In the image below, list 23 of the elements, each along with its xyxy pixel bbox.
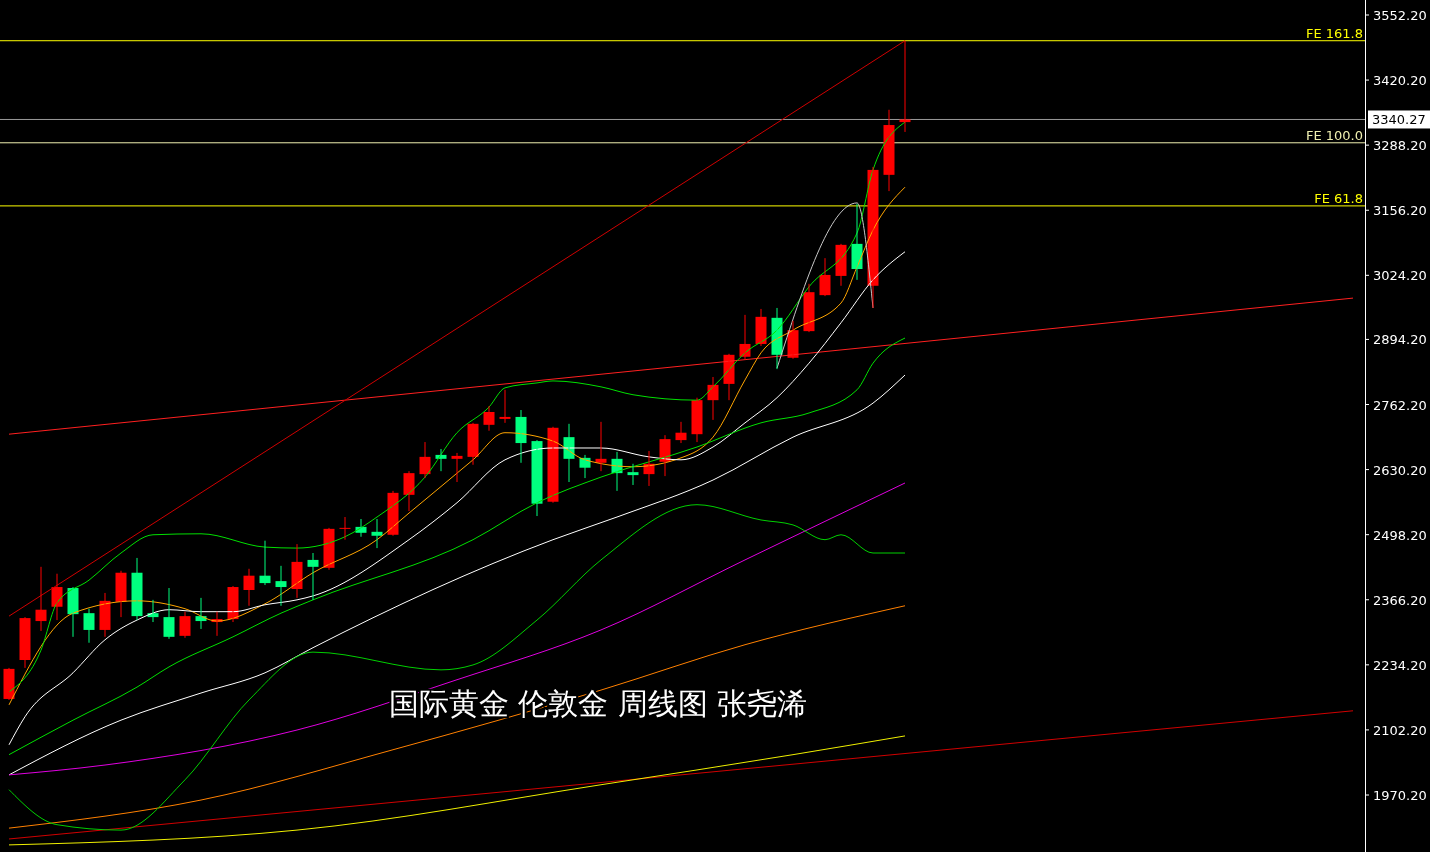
y-tick-label: 3288.20 (1373, 138, 1427, 154)
line-series (8, 504, 906, 831)
y-tick-label: 2498.20 (1373, 527, 1427, 543)
y-tick-label: 1970.20 (1373, 788, 1427, 803)
ref-line-label: FE 161.8 (1305, 25, 1363, 41)
y-tick-label: 2894.20 (1373, 332, 1427, 348)
line-series (8, 482, 906, 776)
y-tick-label: 2762.20 (1373, 397, 1427, 413)
y-tick-label: 2366.20 (1373, 592, 1427, 608)
line-series (8, 251, 906, 746)
y-tick-label: 2102.20 (1373, 722, 1427, 738)
ref-line-label: FE 100.0 (1305, 127, 1363, 143)
ref-line-label: 3340.27 (1372, 112, 1426, 128)
candlestick (899, 40, 911, 133)
y-tick-label: 3420.20 (1373, 73, 1427, 89)
y-tick-label: 3552.20 (1373, 7, 1427, 23)
y-tick-label: 2630.20 (1373, 462, 1427, 478)
line-series (8, 605, 906, 829)
y-tick-label: 3024.20 (1373, 268, 1427, 284)
line-series (8, 735, 906, 846)
y-tick-label: 3156.20 (1373, 203, 1427, 219)
y-tick-label: 2234.20 (1373, 657, 1427, 673)
ref-line-label: FE 61.8 (1314, 190, 1363, 206)
